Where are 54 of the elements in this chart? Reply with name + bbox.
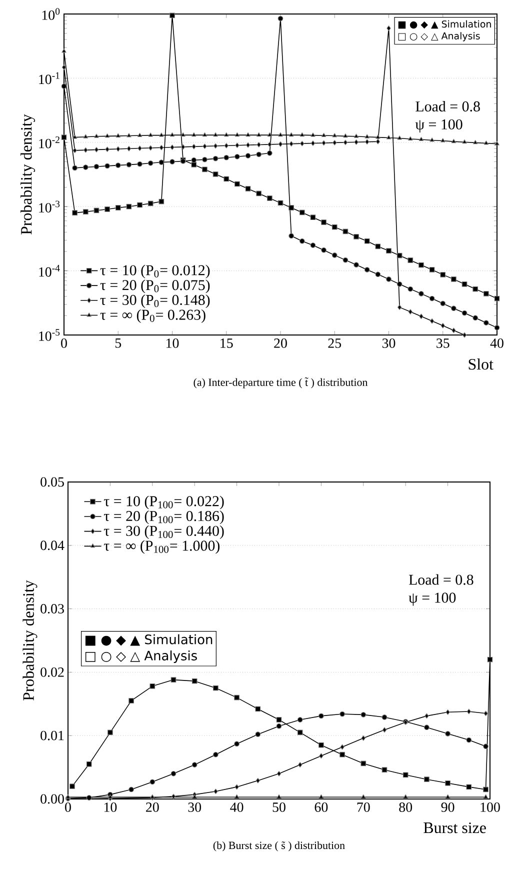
y-axis-title: Probability density xyxy=(20,114,35,234)
y-tick-label: 0.04 xyxy=(40,540,64,550)
legend-label: τ = ∞ (P$_{100}$= 1.000) xyxy=(104,540,220,554)
x-tick-label: 35 xyxy=(436,338,450,348)
y-tick-label: 10$^{-2}$ xyxy=(38,136,60,148)
x-tick-label: 100 xyxy=(480,802,500,812)
x-tick-label: 90 xyxy=(441,802,454,812)
y-tick-label: 0.05 xyxy=(40,477,64,487)
annotation: ■ ● ◆ ▲ Simulation xyxy=(398,20,491,29)
legend-label: τ = ∞ (P$_{0}$= 0.263) xyxy=(100,309,206,323)
annotation: ψ = 100 xyxy=(415,119,462,132)
legend-label: τ = 20 (P$_{100}$= 0.186) xyxy=(104,510,224,524)
annotation: ■ ● ◆ ▲ Simulation xyxy=(85,634,212,646)
x-tick-label: 50 xyxy=(272,802,286,812)
y-tick-label: 10$^{0}$ xyxy=(42,8,60,20)
x-tick-label: 10 xyxy=(104,802,116,812)
y-tick-label: 0.01 xyxy=(40,730,64,740)
text: (a) Inter-departure time ( t̃ ) distribution xyxy=(194,377,368,388)
legend-label: τ = 30 (P$_{100}$= 0.440) xyxy=(104,525,224,539)
y-tick-label: 10$^{-1}$ xyxy=(38,72,60,84)
y-tick-label: 0.00 xyxy=(40,794,64,804)
x-tick-label: 0 xyxy=(64,802,71,812)
annotation: ψ = 100 xyxy=(408,592,456,606)
x-tick-label: 20 xyxy=(274,338,287,348)
y-tick-label: 0.03 xyxy=(40,604,64,614)
legend-label: τ = 30 (P$_{0}$= 0.148) xyxy=(100,294,210,308)
y-tick-label: 10$^{-3}$ xyxy=(38,200,60,213)
legend-label: τ = 10 (P$_{0}$= 0.012) xyxy=(100,264,210,278)
text: (b) Burst size ( s̃ ) distribution xyxy=(213,841,345,852)
y-tick-label: 10$^{-4}$ xyxy=(38,264,60,277)
x-tick-label: 25 xyxy=(328,338,341,348)
x-tick-label: 20 xyxy=(146,802,159,812)
x-tick-label: 60 xyxy=(314,802,328,812)
y-tick-label: 0.02 xyxy=(40,667,64,677)
y-axis-title: Probability density xyxy=(22,580,38,700)
x-tick-label: 70 xyxy=(357,802,370,812)
annotation: □ ○ ◇ △ Analysis xyxy=(85,650,197,663)
legend-label: τ = 10 (P$_{100}$= 0.022) xyxy=(104,496,224,510)
annotation: □ ○ ◇ △ Analysis xyxy=(398,32,480,42)
x-tick-label: 80 xyxy=(399,802,412,812)
x-tick-label: 0 xyxy=(60,338,67,348)
x-tick-label: 15 xyxy=(220,338,233,348)
x-tick-label: 40 xyxy=(230,802,244,812)
x-tick-label: 30 xyxy=(188,802,201,812)
x-tick-label: 30 xyxy=(382,338,396,348)
x-tick-label: 40 xyxy=(490,338,504,348)
legend-label: τ = 20 (P$_{0}$= 0.075) xyxy=(100,280,210,294)
annotation: Load = 0.8 xyxy=(408,574,474,585)
x-tick-label: 10 xyxy=(166,338,179,348)
x-axis-title: Slot xyxy=(468,358,494,370)
y-tick-label: 10$^{-5}$ xyxy=(38,329,60,341)
x-axis-title: Burst size xyxy=(423,822,486,834)
x-tick-label: 5 xyxy=(115,338,121,348)
annotation: Load = 0.8 xyxy=(415,100,480,112)
